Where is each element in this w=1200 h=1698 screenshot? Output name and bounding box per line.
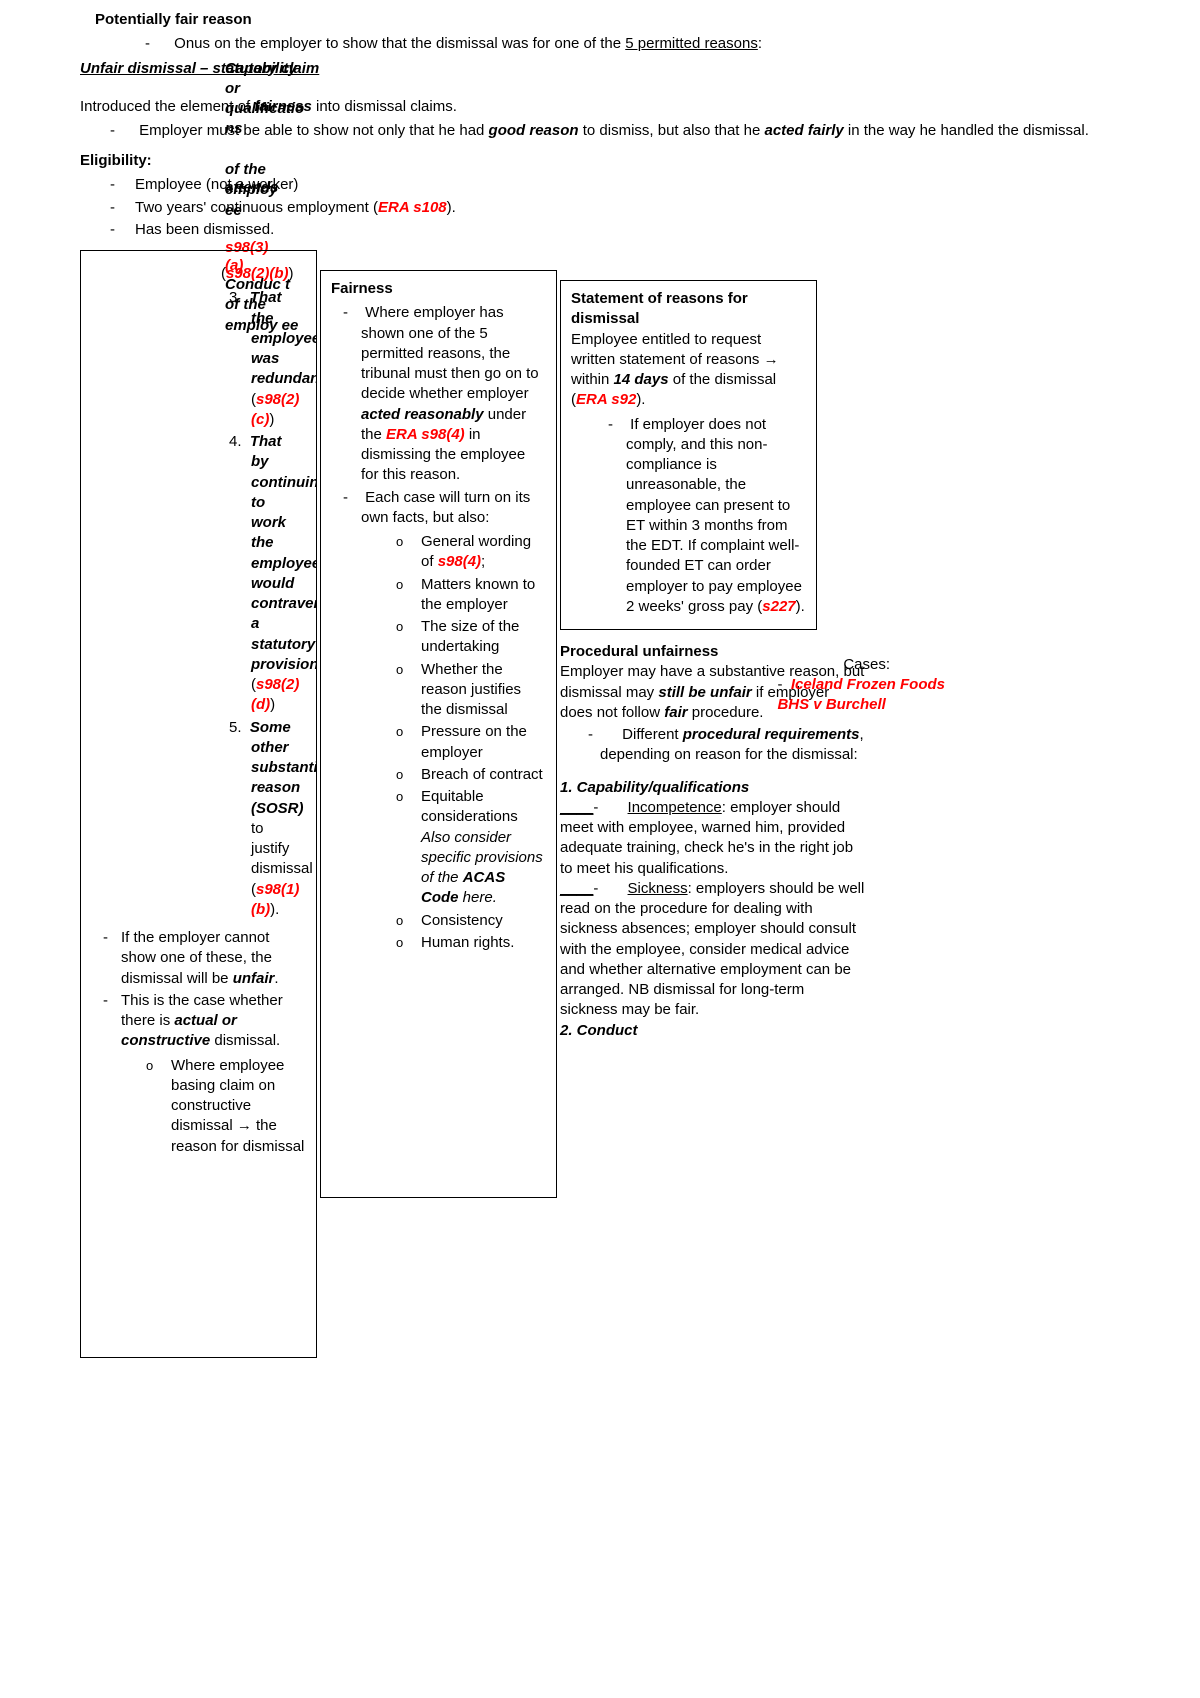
statement-box: Statement of reasons for dismissal Emplo… — [560, 280, 817, 630]
pfr-title: Potentially fair reason — [95, 10, 1180, 30]
onus-link: 5 permitted reasons — [625, 35, 758, 52]
fairness-word: fairness — [254, 98, 312, 115]
fairness-box: Fairness Where employer has shown one of… — [320, 270, 557, 1198]
onus-item: Onus on the employer to show that the di… — [95, 34, 1180, 54]
proc-h1: 1. Capability/qualifications — [560, 778, 865, 798]
procedural-p2: - Different procedural requirements, dep… — [560, 725, 865, 766]
cannot-show-list: If the employer cannot show one of these… — [91, 928, 306, 1157]
onus-text: Onus on the employer to show that the di… — [174, 35, 625, 52]
eligibility-list: Employee (not a worker) Two years' conti… — [20, 175, 1180, 240]
fairness-title: Fairness — [331, 279, 546, 299]
intro-line: Introduced the element of fairness into … — [20, 97, 1180, 117]
cases-label: Cases: — [843, 655, 890, 675]
eligibility-title: Eligibility: — [20, 151, 1180, 171]
procedural-title: Procedural unfairness — [560, 642, 865, 662]
incompetence-para: ____- Incompetence: employer should meet… — [560, 798, 865, 879]
employer-line: Employer must be able to show not only t… — [20, 121, 1180, 141]
reasons-box: (s98(2)(b)) 3. That the employee was red… — [80, 250, 317, 1358]
header-section: Potentially fair reason Onus on the empl… — [20, 10, 1180, 55]
attends-overlap: attends — [225, 178, 295, 198]
title-row: Unfair dismissal – statutory claim Capab… — [20, 59, 1180, 79]
column-3: Statement of reasons for dismissal Emplo… — [560, 280, 900, 1041]
sickness-para: ____- Sickness: employers should be well… — [560, 879, 865, 1021]
case-citations: - Iceland Frozen Foods BHS v Burchell — [777, 675, 945, 716]
reasons-numbered: (s98(2)(b)) 3. That the employee was red… — [221, 264, 296, 920]
proc-h2: 2. Conduct — [560, 1021, 865, 1041]
statement-title: Statement of reasons for dismissal — [571, 289, 806, 330]
fairness-list: Where employer has shown one of the 5 pe… — [331, 303, 546, 953]
statement-p1: Employee entitled to request written sta… — [571, 330, 806, 411]
